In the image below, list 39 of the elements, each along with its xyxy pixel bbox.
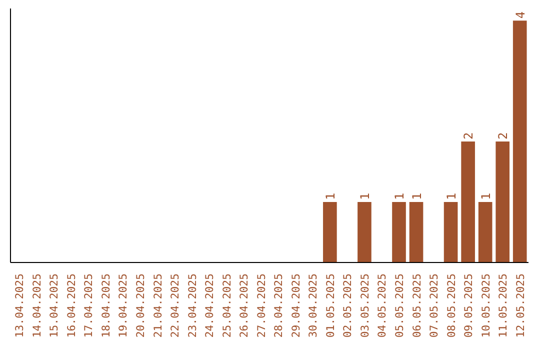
x-tick-label: 07.05.2025 xyxy=(428,274,441,338)
x-tick-label: 11.05.2025 xyxy=(496,274,510,338)
x-tick-label: 20.04.2025 xyxy=(134,274,147,338)
data-label: 1 xyxy=(358,192,372,200)
data-label: 1 xyxy=(392,192,406,200)
x-tick-label: 22.04.2025 xyxy=(168,274,182,338)
x-tick-label: 27.04.2025 xyxy=(254,274,268,338)
data-label: 1 xyxy=(478,192,493,200)
x-tick-label: 08.05.2025 xyxy=(444,274,458,338)
x-tick-label: 12.05.2025 xyxy=(514,274,527,338)
x-tick-label: 06.05.2025 xyxy=(410,274,424,338)
x-tick-label: 30.04.2025 xyxy=(306,274,320,338)
data-label: 2 xyxy=(462,132,476,140)
data-label: 1 xyxy=(444,192,458,200)
x-tick-label: 14.04.2025 xyxy=(30,274,44,338)
x-tick-label: 04.05.2025 xyxy=(376,274,389,338)
data-label: 1 xyxy=(410,192,424,200)
data-label: 1 xyxy=(323,192,338,200)
x-tick-label: 17.04.2025 xyxy=(82,274,96,338)
x-tick-label: 10.05.2025 xyxy=(479,274,492,338)
x-tick-label: 23.04.2025 xyxy=(186,274,199,338)
x-tick-label: 24.04.2025 xyxy=(203,274,216,338)
x-tick-label: 18.04.2025 xyxy=(99,274,112,338)
x-tick-label: 13.04.2025 xyxy=(13,274,26,338)
x-tick-label: 28.04.2025 xyxy=(272,274,286,338)
x-tick-label: 16.04.2025 xyxy=(64,274,78,338)
data-label: 2 xyxy=(496,132,510,140)
x-tick-label: 03.05.2025 xyxy=(358,274,372,338)
x-tick-label: 05.05.2025 xyxy=(393,274,406,338)
x-tick-label: 02.05.2025 xyxy=(341,274,354,338)
data-label: 4 xyxy=(513,11,528,19)
x-tick-label: 25.04.2025 xyxy=(220,274,234,338)
x-tick-label: 01.05.2025 xyxy=(324,274,337,338)
x-tick-label: 15.04.2025 xyxy=(48,274,61,338)
x-tick-label: 26.04.2025 xyxy=(238,274,251,338)
x-tick-label: 19.04.2025 xyxy=(116,274,130,338)
x-tick-label: 21.04.2025 xyxy=(151,274,164,338)
x-tick-label: 09.05.2025 xyxy=(462,274,476,338)
x-tick-label: 29.04.2025 xyxy=(289,274,302,338)
